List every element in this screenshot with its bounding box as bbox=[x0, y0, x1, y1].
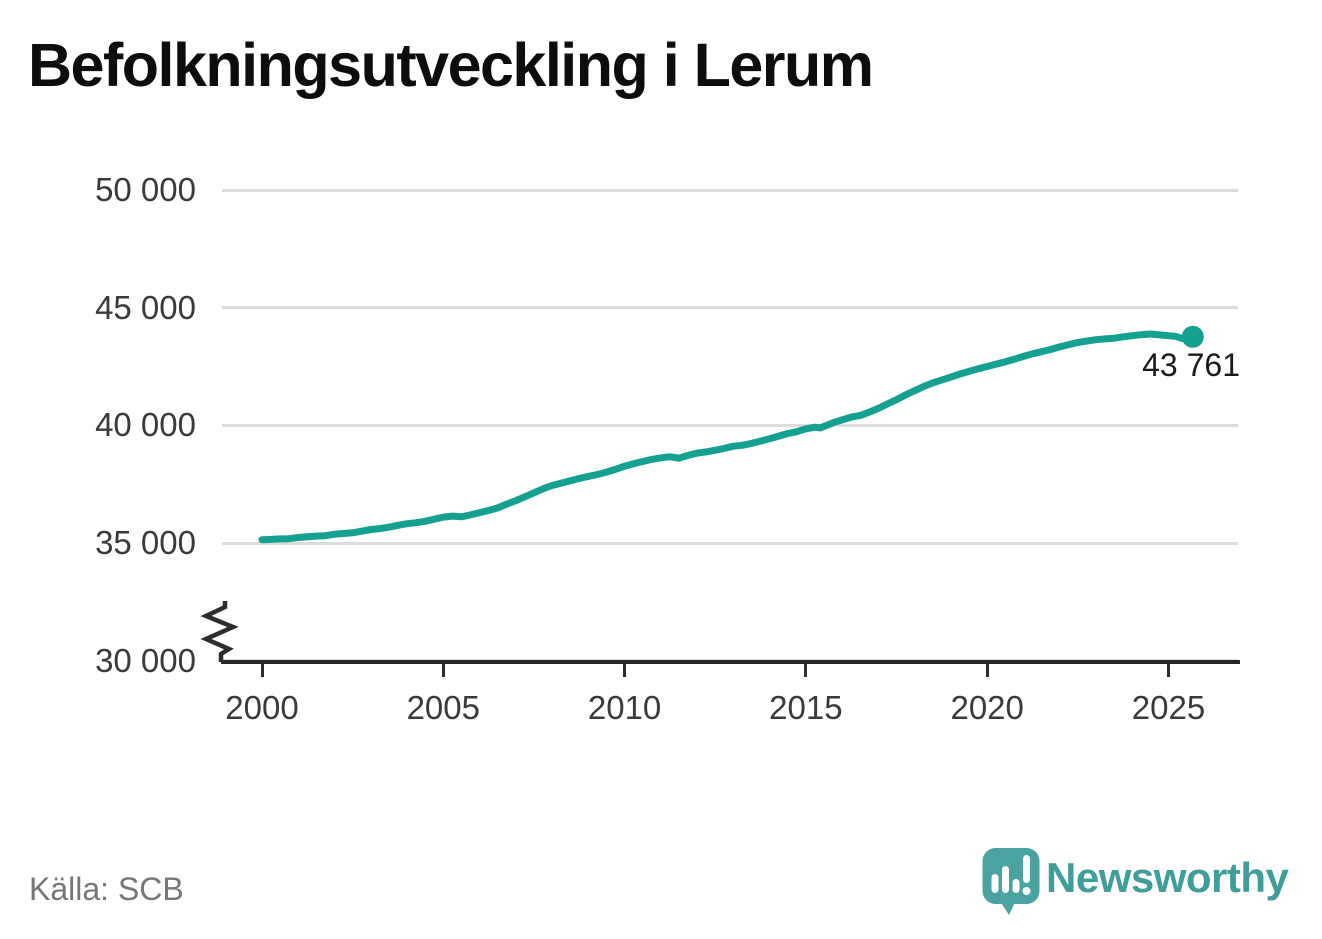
newsworthy-wordmark: Newsworthy bbox=[1046, 854, 1289, 901]
x-axis-tick bbox=[804, 664, 808, 677]
y-axis-label: 50 000 bbox=[95, 171, 196, 208]
x-axis-tick bbox=[260, 664, 264, 677]
y-axis-label: 45 000 bbox=[95, 288, 196, 326]
x-axis-tick bbox=[441, 664, 445, 677]
x-axis-tick bbox=[985, 664, 989, 677]
latest-value-dot bbox=[1181, 325, 1204, 348]
x-axis-label: 2025 bbox=[1131, 689, 1206, 726]
gridline bbox=[222, 306, 1238, 310]
y-axis-label: 35 000 bbox=[95, 524, 196, 561]
population-line bbox=[258, 330, 1197, 544]
x-axis-label: 2010 bbox=[587, 689, 662, 726]
gridline bbox=[222, 188, 1238, 192]
newsworthy-logo-icon bbox=[982, 848, 1040, 915]
newsworthy-branding: Newsworthy bbox=[981, 846, 1301, 926]
x-axis-label: 2005 bbox=[406, 689, 480, 726]
x-axis-line bbox=[221, 660, 1240, 664]
x-axis-tick bbox=[1167, 664, 1170, 677]
x-axis-label: 2020 bbox=[950, 689, 1024, 726]
latest-value-label: 43 761 bbox=[1142, 347, 1240, 383]
gridline bbox=[222, 423, 1238, 427]
x-axis-label: 2000 bbox=[225, 689, 299, 726]
gridline bbox=[222, 541, 1238, 545]
page-title: Befolkningsutveckling i Lerum bbox=[28, 31, 874, 99]
y-axis-break-icon bbox=[200, 601, 239, 662]
source-note: Källa: SCB bbox=[29, 871, 184, 907]
y-axis-label: 40 000 bbox=[95, 406, 196, 444]
y-axis-label: 30 000 bbox=[95, 641, 196, 679]
x-axis-label: 2015 bbox=[769, 689, 843, 726]
x-axis-tick bbox=[623, 664, 627, 677]
